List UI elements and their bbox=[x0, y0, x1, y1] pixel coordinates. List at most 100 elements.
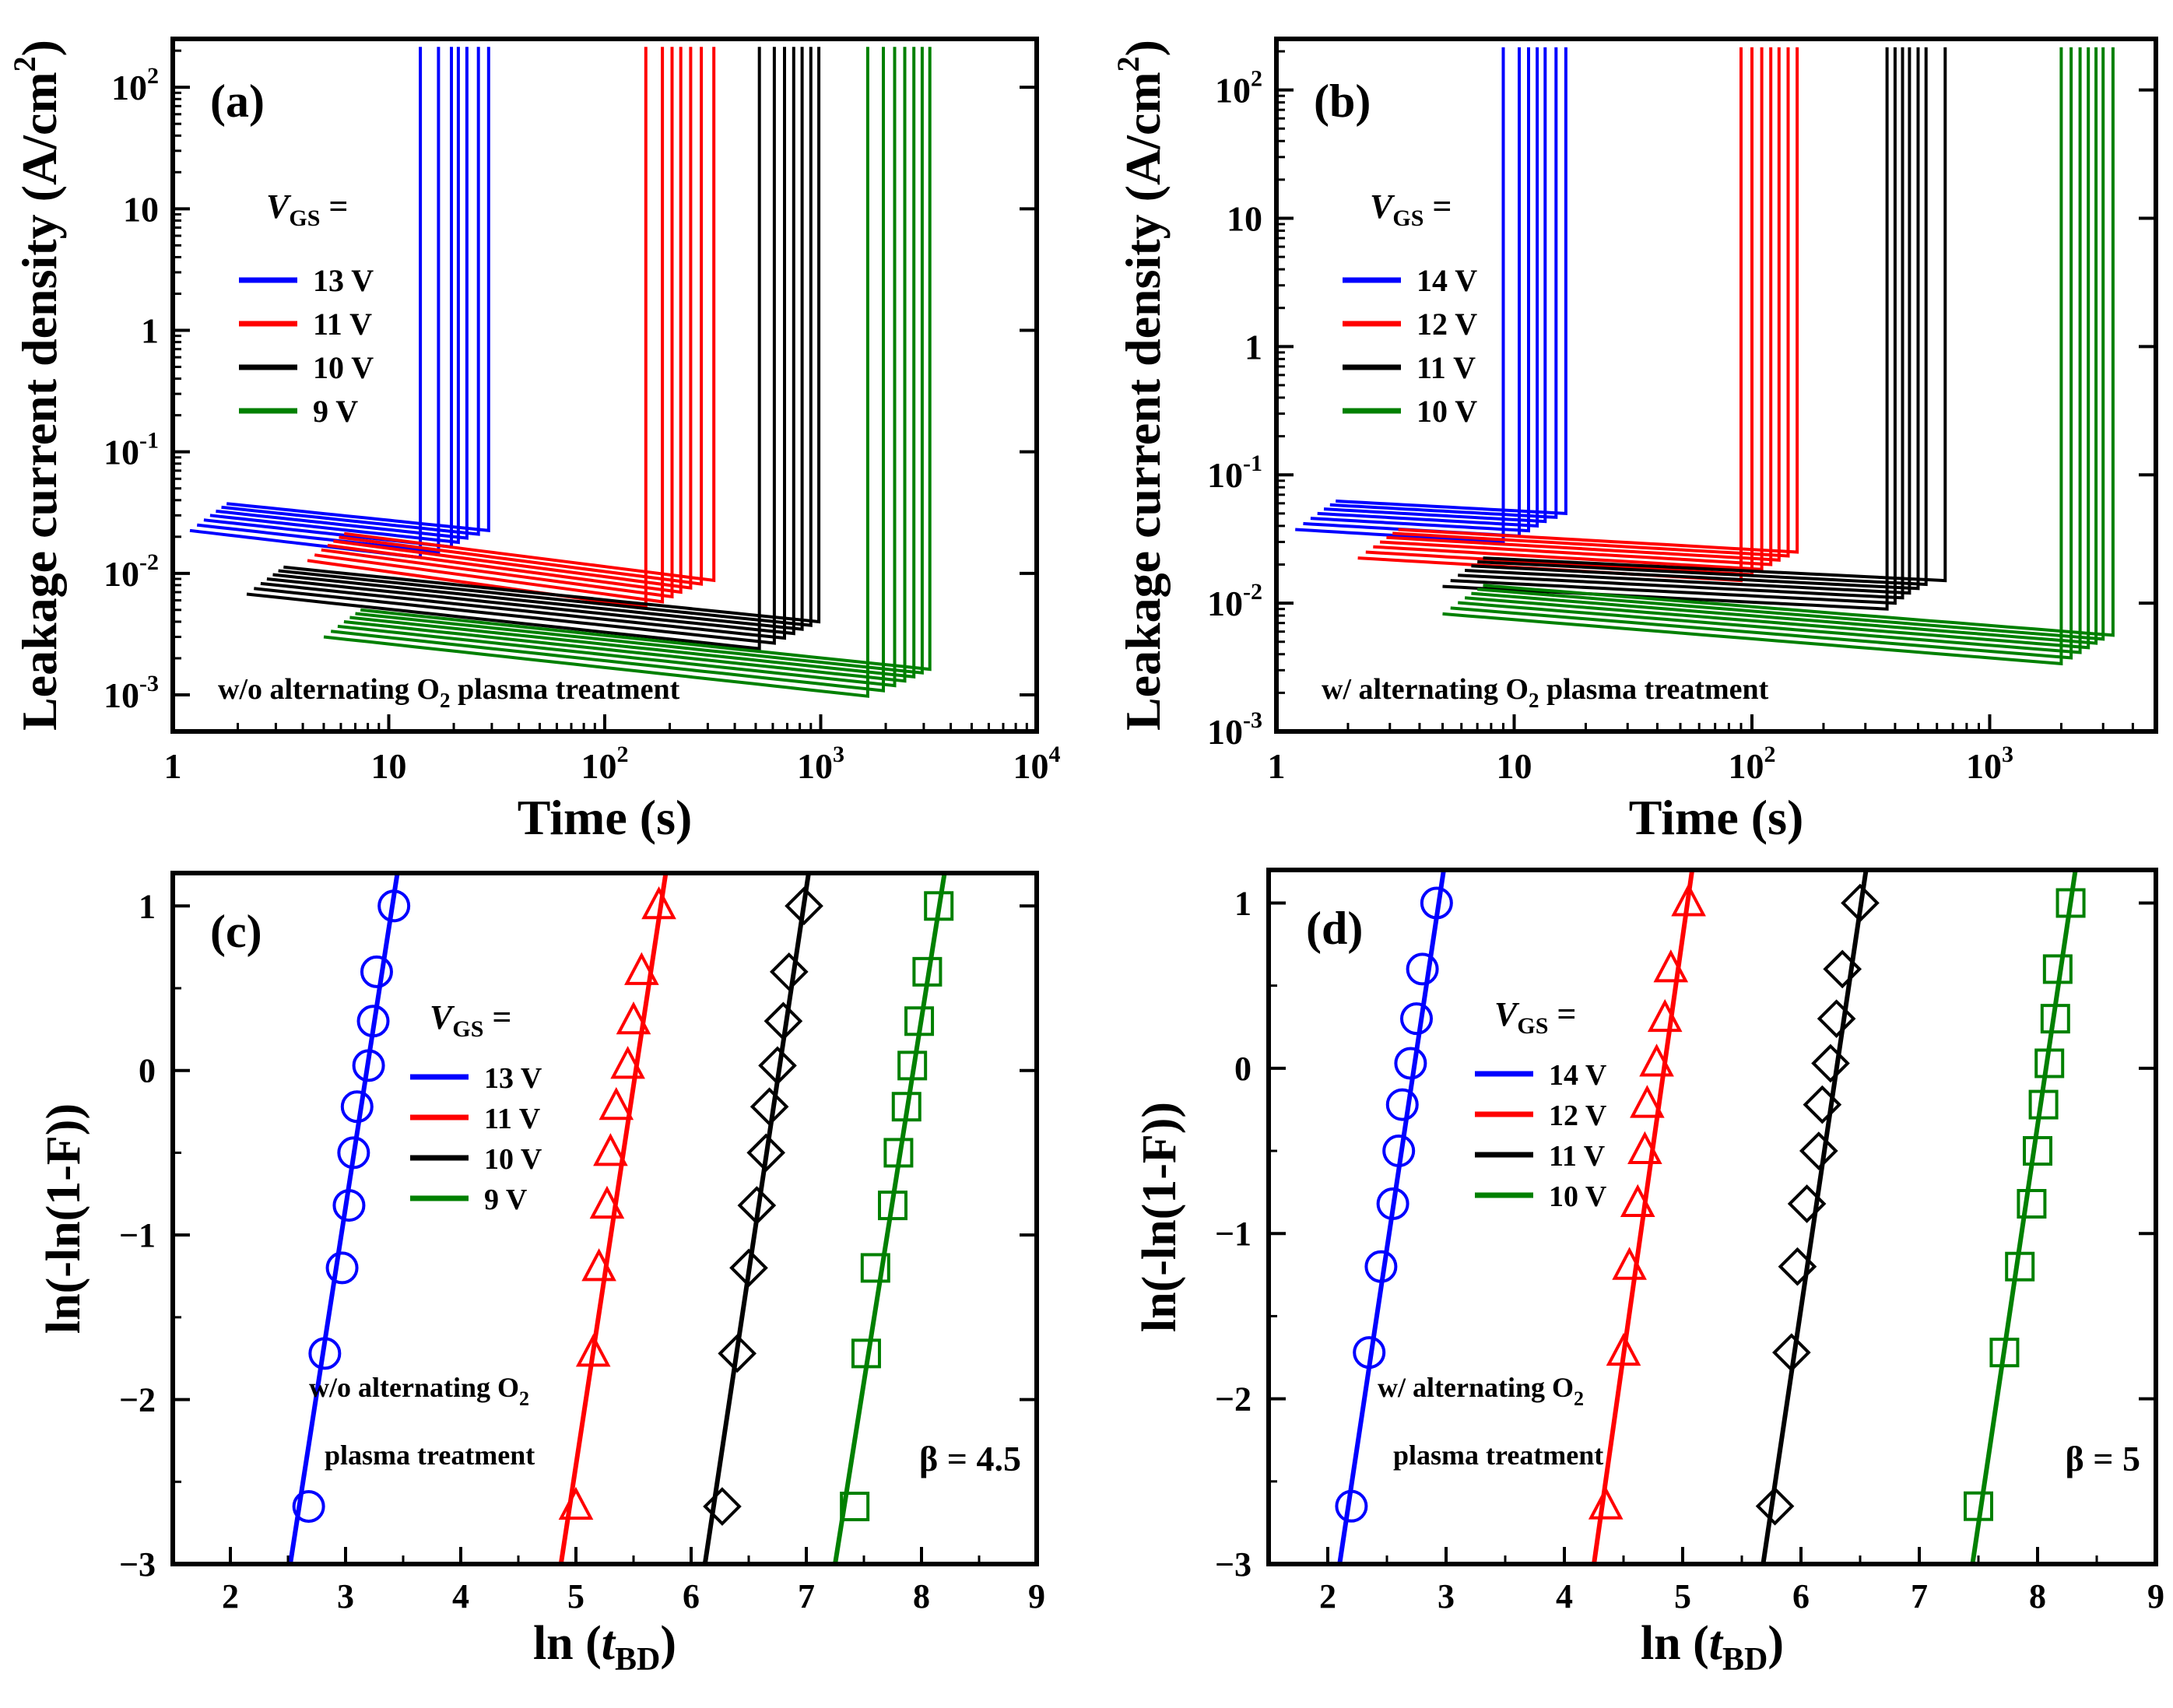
y-tick-label: −2 bbox=[1215, 1380, 1251, 1419]
leakage-curve bbox=[1398, 47, 1799, 554]
data-point-diamond bbox=[737, 1186, 777, 1225]
legend-label: 10 V bbox=[313, 350, 374, 385]
data-point-square bbox=[924, 891, 954, 921]
data-point-diamond bbox=[749, 1087, 789, 1127]
panel-label: (b) bbox=[1314, 75, 1371, 127]
label-subscript: GS bbox=[1517, 1013, 1548, 1039]
x-tick-label: 9 bbox=[2147, 1577, 2164, 1615]
leakage-curve bbox=[1329, 47, 1558, 519]
series-11V bbox=[558, 873, 676, 1564]
data-point-circle bbox=[356, 1005, 390, 1038]
label-subscript: BD bbox=[1722, 1642, 1768, 1678]
label-text: plasma treatment bbox=[450, 673, 679, 706]
plot-frame bbox=[1266, 868, 2158, 1566]
x-tick-label: 103 bbox=[1966, 742, 2013, 786]
data-point-diamond bbox=[703, 1487, 742, 1526]
leakage-curve bbox=[1458, 47, 1904, 600]
leakage-curve bbox=[1450, 47, 1897, 605]
tick-mantissa: 1 bbox=[1268, 746, 1286, 786]
label-text: ) bbox=[1768, 1617, 1784, 1670]
leakage-curve bbox=[226, 47, 490, 533]
legend: VGS = 13 V 11 V 10 V 9 V bbox=[239, 188, 374, 429]
legend-label: 10 V bbox=[1416, 394, 1477, 429]
data-point-diamond bbox=[1841, 883, 1880, 923]
data-point-triangle bbox=[1588, 1486, 1624, 1520]
data-point-diamond bbox=[1823, 949, 1862, 989]
data-point-circle bbox=[352, 1049, 385, 1082]
label-text: Leakage current density (A/cm bbox=[12, 72, 67, 731]
x-tick-label: 2 bbox=[1319, 1577, 1336, 1615]
y-axis-label: Leakage current density (A/cm2) bbox=[1111, 40, 1171, 731]
data-point-diamond bbox=[1755, 1486, 1795, 1526]
leakage-curve bbox=[314, 47, 665, 604]
y-tick-label: −2 bbox=[119, 1381, 156, 1419]
data-point-circle bbox=[1364, 1250, 1398, 1283]
data-point-square bbox=[883, 1138, 914, 1168]
legend-label: 11 V bbox=[313, 307, 372, 342]
x-tick-label: 6 bbox=[683, 1577, 700, 1615]
legend-label: 9 V bbox=[484, 1184, 528, 1216]
series-9V bbox=[833, 873, 954, 1564]
label-symbol: V bbox=[1494, 995, 1520, 1033]
data-point-circle bbox=[292, 1490, 325, 1523]
leakage-curve bbox=[266, 47, 795, 636]
data-point-square bbox=[2034, 1048, 2065, 1078]
legend: VGS = 13 V 11 V 10 V 9 V bbox=[410, 998, 542, 1216]
data-point-square bbox=[2023, 1136, 2052, 1166]
plot-frame bbox=[170, 37, 1039, 734]
legend-label: 10 V bbox=[484, 1143, 542, 1176]
label-text: w/ alternating O bbox=[1378, 1372, 1574, 1403]
data-point-diamond bbox=[764, 1001, 803, 1041]
data-point-diamond bbox=[769, 952, 809, 991]
label-text: w/o alternating O bbox=[309, 1372, 519, 1403]
leakage-curve bbox=[1317, 47, 1539, 528]
x-tick-label: 3 bbox=[337, 1577, 354, 1615]
leakage-curve bbox=[196, 47, 441, 554]
x-tick-label: 8 bbox=[913, 1577, 930, 1615]
data-point-square bbox=[891, 1092, 922, 1122]
fit-line bbox=[1761, 870, 1869, 1564]
label-text: = bbox=[1548, 995, 1576, 1033]
label-superscript: 2 bbox=[7, 56, 42, 72]
plot-frame bbox=[170, 871, 1039, 1566]
data-point-square bbox=[2005, 1251, 2035, 1282]
data-point-circle bbox=[332, 1189, 366, 1222]
data-point-circle bbox=[360, 955, 393, 988]
annotation-line-2: plasma treatment bbox=[1393, 1440, 1603, 1471]
panel-label: (c) bbox=[210, 906, 262, 957]
leakage-curve bbox=[260, 47, 786, 640]
legend-label: 11 V bbox=[1549, 1140, 1606, 1173]
y-tick-label: 10 bbox=[1227, 198, 1262, 238]
data-point-circle bbox=[325, 1251, 359, 1285]
leakage-curve bbox=[221, 47, 480, 536]
data-point-triangle bbox=[1606, 1332, 1641, 1366]
leakage-curve bbox=[1442, 47, 1889, 611]
tick-mantissa: 10 bbox=[123, 189, 159, 229]
data-point-diamond bbox=[1778, 1247, 1817, 1286]
tick-mantissa: 10 bbox=[1496, 746, 1532, 786]
data-point-triangle bbox=[1620, 1184, 1655, 1218]
label-text: w/ alternating O bbox=[1322, 673, 1529, 706]
label-text: ln ( bbox=[1641, 1617, 1709, 1670]
leakage-curve bbox=[209, 47, 460, 545]
data-point-diamond bbox=[718, 1334, 757, 1373]
series-10V bbox=[1964, 870, 2086, 1564]
tick-exponent: 2 bbox=[617, 742, 629, 767]
series-10V bbox=[702, 873, 823, 1564]
x-tick-label: 3 bbox=[1438, 1577, 1455, 1615]
leakage-curve bbox=[360, 47, 932, 672]
tick-mantissa: 10 bbox=[104, 675, 139, 715]
y-tick-label: 10 bbox=[123, 189, 159, 229]
leakage-curve bbox=[1483, 47, 1947, 583]
data-point-diamond bbox=[1811, 1043, 1850, 1083]
y-tick-label: 1 bbox=[139, 887, 156, 925]
label-symbol: V bbox=[430, 998, 455, 1036]
series-14V bbox=[1335, 870, 1453, 1564]
tick-mantissa: 10 bbox=[104, 554, 139, 594]
panel-label: (a) bbox=[210, 75, 265, 127]
tick-mantissa: 10 bbox=[581, 746, 617, 786]
leakage-curve bbox=[1477, 47, 1928, 587]
x-axis-label: ln (tBD) bbox=[533, 1617, 676, 1678]
y-tick-label: −1 bbox=[119, 1216, 156, 1254]
